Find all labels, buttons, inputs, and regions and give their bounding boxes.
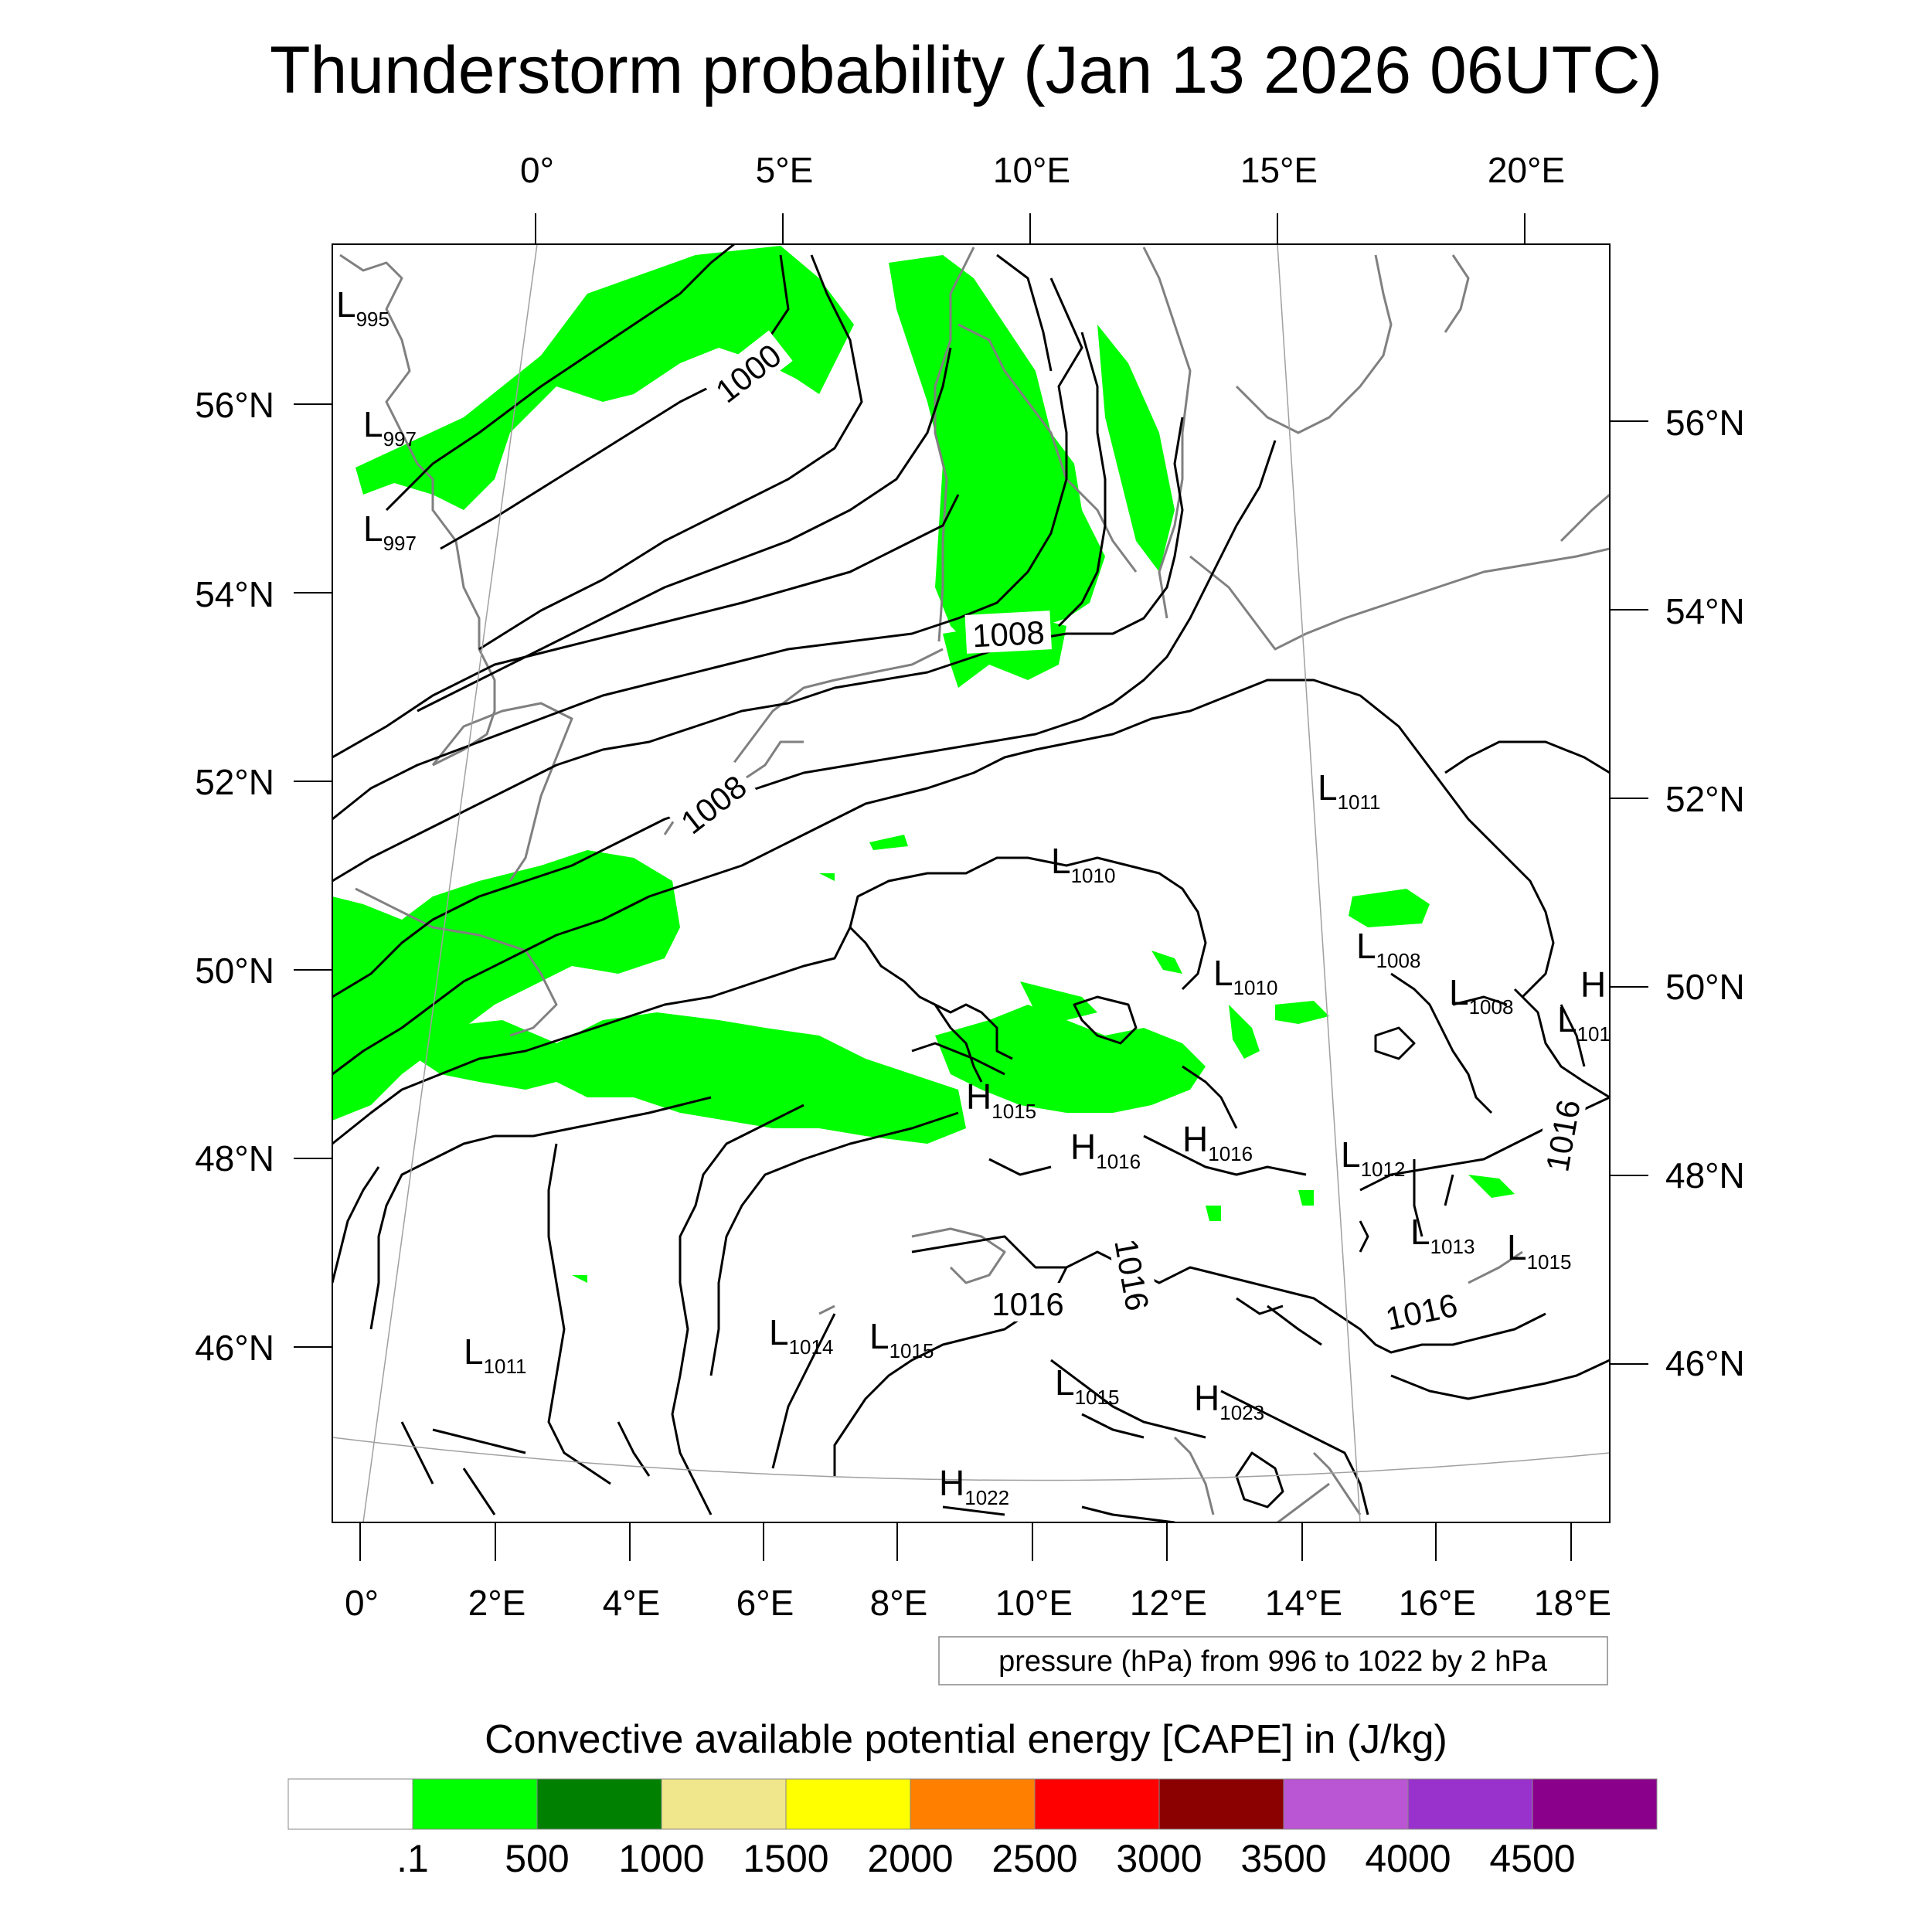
pressure-system-label: L1013: [1410, 1212, 1475, 1258]
left-lat-label: 52°N: [195, 762, 274, 802]
colorbar-tick-label: 2000: [867, 1837, 953, 1880]
top-lon-label: 20°E: [1488, 150, 1565, 190]
colorbar-swatch: [910, 1778, 1036, 1830]
pressure-system-label: L997: [363, 509, 417, 555]
pressure-system-label: L1008: [1356, 926, 1420, 972]
contour-info-box: pressure (hPa) from 996 to 1022 by 2 hPa: [938, 1636, 1608, 1685]
graticule: [332, 244, 1610, 1522]
colorbar-tick-label: 1500: [743, 1837, 828, 1880]
bottom-lon-label: 6°E: [736, 1583, 794, 1623]
bottom-lon-label: 16°E: [1399, 1583, 1476, 1623]
isobar-labels: 1000 1008 1008 1016 1016 1016: [667, 330, 1588, 1338]
pressure-system-label: L101: [1557, 999, 1611, 1046]
isobars: [332, 244, 1610, 1522]
top-lon-label: 10°E: [993, 150, 1070, 190]
isobar-label: 1016: [1539, 1097, 1587, 1174]
colorbar-swatch: [1407, 1778, 1533, 1830]
bottom-lon-label: 18°E: [1534, 1583, 1611, 1623]
bottom-lon-label: 4°E: [603, 1583, 661, 1623]
pressure-system-label: H: [1580, 964, 1606, 1005]
pressure-system-label: H1023: [1194, 1378, 1264, 1424]
colorbar: [287, 1778, 1658, 1830]
right-lat-label: 46°N: [1665, 1343, 1745, 1383]
pressure-system-label: L1011: [464, 1332, 527, 1378]
isobar-label: 1016: [1383, 1287, 1461, 1337]
pressure-system-label: L1015: [1055, 1362, 1119, 1409]
colorbar-tick-label: 500: [505, 1837, 569, 1880]
colorbar-tick-labels: .1 500 1000 1500 2000 2500 3000 3500 4000 4500: [396, 1837, 1575, 1880]
colorbar-swatch: [785, 1778, 911, 1830]
top-lon-label: 15°E: [1240, 150, 1318, 190]
right-lat-label: 48°N: [1665, 1155, 1745, 1196]
top-lon-label: 0°: [520, 150, 554, 190]
colorbar-tick-label: 3500: [1240, 1837, 1326, 1880]
contour-info-text: pressure (hPa) from 996 to 1022 by 2 hPa: [998, 1645, 1548, 1678]
map-area: 1000 1008 1008 1016 1016 1016: [332, 244, 1611, 1522]
left-latitude-axis: 56°N 54°N 52°N 50°N 48°N 46°N: [195, 385, 332, 1368]
right-lat-label: 50°N: [1665, 967, 1745, 1007]
colorbar-tick-label: 4500: [1489, 1837, 1575, 1880]
pressure-system-label: L1011: [1318, 767, 1381, 814]
pressure-system-label: L1015: [869, 1316, 934, 1362]
left-lat-label: 48°N: [195, 1138, 274, 1179]
colorbar-swatch: [1158, 1778, 1284, 1830]
bottom-lon-label: 12°E: [1130, 1583, 1207, 1623]
pressure-system-label: L1015: [1507, 1227, 1571, 1274]
pressure-system-label: L1010: [1051, 841, 1115, 887]
colorbar-swatch: [287, 1778, 413, 1830]
right-lat-label: 56°N: [1665, 403, 1745, 443]
pressure-system-label: L1010: [1213, 953, 1277, 999]
colorbar-swatch: [536, 1778, 662, 1830]
bottom-lon-label: 10°E: [995, 1583, 1073, 1623]
pressure-system-label: H1016: [1070, 1127, 1141, 1173]
left-lat-label: 56°N: [195, 385, 274, 425]
colorbar-tick-label: 1000: [618, 1837, 704, 1880]
colorbar-tick-label: 3000: [1116, 1837, 1202, 1880]
left-lat-label: 54°N: [195, 574, 274, 614]
colorbar-swatch: [412, 1778, 538, 1830]
colorbar-tick-label: 4000: [1365, 1837, 1451, 1880]
bottom-longitude-axis: 0° 2°E 4°E 6°E 8°E 10°E 12°E 14°E 16°E 1…: [345, 1522, 1611, 1623]
pressure-system-label: L1008: [1449, 972, 1513, 1019]
right-latitude-axis: 56°N 54°N 52°N 50°N 48°N 46°N: [1610, 403, 1745, 1383]
isobar-label: 1008: [971, 614, 1046, 655]
pressure-system-label: L1012: [1341, 1134, 1405, 1181]
pressure-system-label: L997: [363, 404, 417, 451]
isobar-label: 1016: [992, 1286, 1063, 1322]
pressure-system-label: L1014: [769, 1312, 833, 1359]
colorbar-title: Convective available potential energy [C…: [485, 1717, 1447, 1762]
colorbar-tick-label: 2500: [992, 1837, 1077, 1880]
colorbar-swatch: [1532, 1778, 1658, 1830]
left-lat-label: 46°N: [195, 1328, 274, 1368]
bottom-lon-label: 2°E: [468, 1583, 526, 1623]
top-lon-label: 5°E: [756, 150, 814, 190]
pressure-system-label: H1015: [966, 1077, 1036, 1123]
map-frame: [332, 243, 1611, 1523]
pressure-system-label: H1016: [1182, 1119, 1253, 1165]
isobar-label: 1016: [1107, 1236, 1156, 1313]
pressure-system-label: L995: [336, 284, 389, 331]
right-lat-label: 52°N: [1665, 779, 1745, 819]
colorbar-swatch: [1283, 1778, 1409, 1830]
pressure-system-label: H1022: [939, 1463, 1009, 1509]
bottom-lon-label: 14°E: [1265, 1583, 1342, 1623]
colorbar-tick-label: .1: [396, 1837, 429, 1880]
pressure-system-markers: L995 L997 L997 L1011 L1010 L1008 L1010 L…: [336, 284, 1611, 1509]
top-longitude-axis: 0° 5°E 10°E 15°E 20°E: [520, 150, 1565, 244]
left-lat-label: 50°N: [195, 951, 274, 991]
bottom-lon-label: 0°: [345, 1583, 379, 1623]
chart-title: Thunderstorm probability (Jan 13 2026 06…: [270, 33, 1662, 107]
right-lat-label: 54°N: [1665, 591, 1745, 631]
colorbar-swatch: [661, 1778, 787, 1830]
colorbar-swatch: [1034, 1778, 1160, 1830]
bottom-lon-label: 8°E: [870, 1583, 928, 1623]
